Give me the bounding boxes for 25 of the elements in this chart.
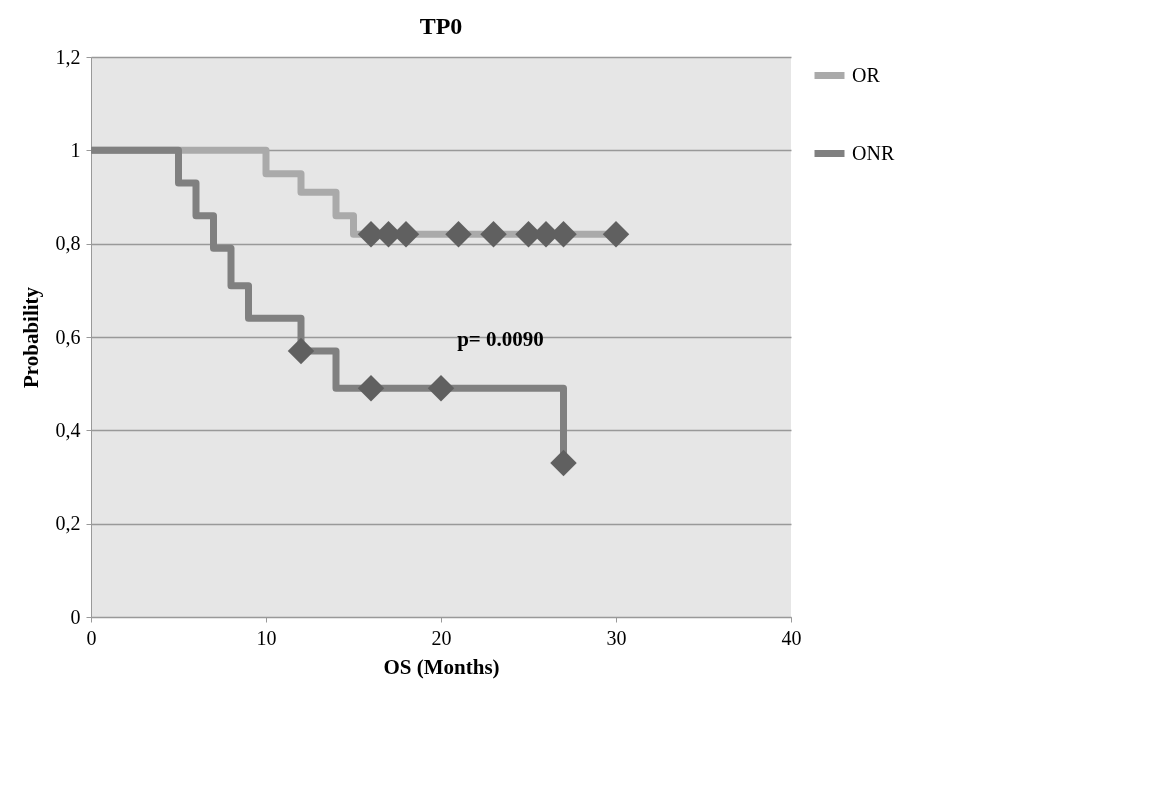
y-axis-title: Probability (18, 286, 43, 389)
point (445, 221, 472, 248)
legend-label: OR (852, 63, 881, 86)
y-tick-label: 0,8 (55, 232, 81, 255)
legend-label: ONR (852, 141, 895, 164)
x-axis-title: OS (Months) (383, 654, 500, 679)
x-tick-label: 10 (256, 626, 277, 649)
chart-title: TP0 (419, 13, 463, 39)
x-tick-label: 40 (781, 626, 802, 649)
y-tick-label: 0,6 (55, 325, 81, 348)
y-tick-label: 0,4 (55, 418, 81, 441)
annotation: p= 0.0090 (457, 326, 544, 351)
x-tick-label: 30 (606, 626, 627, 649)
point (550, 449, 577, 477)
y-tick-label: 1,2 (55, 45, 81, 68)
x-tick-label: 20 (431, 626, 452, 649)
x-tick-label: 0 (86, 626, 97, 649)
y-tick-label: 1 (70, 138, 81, 161)
y-tick-label: 0,2 (55, 512, 81, 535)
point (480, 221, 507, 248)
point (287, 337, 315, 365)
point (427, 375, 455, 402)
point (357, 375, 385, 402)
point (602, 221, 630, 248)
y-tick-label: 0 (70, 605, 81, 628)
